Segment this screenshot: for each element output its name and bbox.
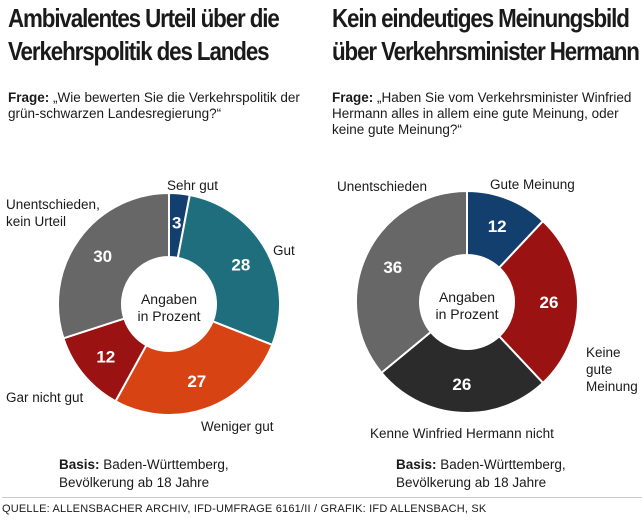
survey-question: Frage: „Haben Sie vom Verkehrsminister W… (332, 90, 632, 138)
slice-label-gut: Gut (273, 243, 295, 258)
basis-label: Basis: (59, 457, 100, 472)
slice-label-line: gute (586, 362, 612, 377)
slice-value: 26 (452, 375, 471, 394)
question-label: Frage: (332, 90, 374, 105)
chart-title: Kein eindeutiges Meinungsbild über Verke… (332, 2, 640, 68)
donut-chart: 3 28 27 12 30 Angaben in Prozent Sehr gut Gu… (6, 178, 295, 434)
basis-label: Basis: (396, 457, 437, 472)
basis-note: Basis: Baden-Württemberg, Bevölkerung ab… (59, 456, 319, 492)
basis-line: Bevölkerung ab 18 Jahre (396, 475, 547, 490)
slice-label-gar-nicht-gut: Gar nicht gut (6, 390, 84, 405)
slice-label-keine-gute-meinung: Keine gute Meinung (586, 345, 638, 394)
slice-label-weniger-gut: Weniger gut (201, 419, 274, 434)
center-label-line: Angaben (439, 289, 495, 305)
slice-label-line: Unentschieden, (6, 197, 100, 212)
basis-note: Basis: Baden-Württemberg, Bevölkerung ab… (396, 456, 644, 492)
slice-value: 28 (231, 255, 250, 274)
basis-line: Bevölkerung ab 18 Jahre (59, 475, 210, 490)
slice-label-gute-meinung: Gute Meinung (490, 177, 575, 192)
source-note: QUELLE: ALLENSBACHER ARCHIV, IFD-UMFRAGE… (2, 497, 642, 515)
chart-title-line: über Verkehrsminister Hermann (332, 36, 640, 66)
panel-verkehrsminister: Kein eindeutiges Meinungsbild über Verke… (330, 0, 644, 490)
slice-value: 26 (540, 293, 559, 312)
slice-value: 12 (96, 347, 115, 366)
center-label-line: Angaben (141, 291, 197, 307)
survey-question: Frage: „Wie bewerten Sie die Verkehrspol… (8, 90, 308, 122)
slice-value: 27 (187, 372, 206, 391)
donut-chart: 12 26 26 36 Angaben in Prozent Gute Meinung… (337, 177, 638, 441)
slice-label-sehr-gut: Sehr gut (167, 178, 218, 193)
chart-title-line: Kein eindeutiges Meinungsbild (332, 3, 630, 33)
chart-title-line: Ambivalentes Urteil über die (8, 3, 280, 33)
slice-label-line: Meinung (586, 379, 638, 394)
center-label-line: in Prozent (435, 306, 498, 322)
slice-value: 36 (383, 258, 402, 277)
panel-verkehrspolitik: Ambivalentes Urteil über die Verkehrspol… (0, 0, 318, 490)
slice-label-line: kein Urteil (6, 214, 66, 229)
slice-label-unentschieden: Unentschieden, kein Urteil (6, 197, 104, 229)
donut-hole (420, 255, 514, 349)
basis-line: Baden-Württemberg, (103, 457, 229, 472)
slice-label-unentschieden: Unentschieden (337, 179, 427, 194)
slice-label-line: Keine (586, 345, 621, 360)
question-label: Frage: (8, 90, 50, 105)
basis-line: Baden-Württemberg, (440, 457, 566, 472)
donut-hole (122, 257, 216, 351)
center-label-line: in Prozent (137, 308, 200, 324)
slice-value: 12 (488, 217, 507, 236)
question-text: „Wie bewerten Sie die Verkehrspolitik de… (8, 90, 300, 121)
slice-value: 3 (172, 213, 181, 232)
question-text: „Haben Sie vom Verkehrsminister Winfried… (332, 90, 632, 137)
chart-title-line: Verkehrspolitik des Landes (8, 36, 270, 66)
slice-label-kenne-nicht: Kenne Winfried Hermann nicht (370, 426, 554, 441)
chart-title: Ambivalentes Urteil über die Verkehrspol… (8, 2, 280, 68)
slice-value: 30 (93, 247, 112, 266)
